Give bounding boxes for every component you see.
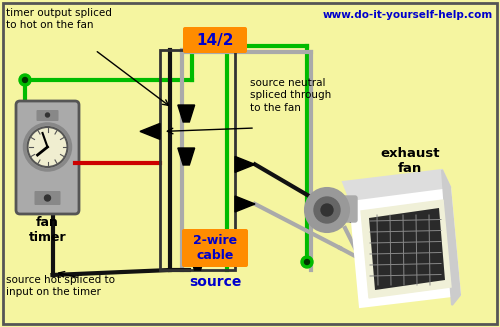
- Circle shape: [314, 197, 340, 223]
- Polygon shape: [235, 156, 255, 172]
- Polygon shape: [442, 170, 460, 305]
- Polygon shape: [361, 200, 451, 298]
- Circle shape: [44, 195, 51, 201]
- Text: source neutral
spliced through
to the fan: source neutral spliced through to the fa…: [250, 78, 331, 113]
- Polygon shape: [235, 196, 255, 212]
- Circle shape: [28, 127, 68, 167]
- Circle shape: [305, 188, 349, 232]
- FancyBboxPatch shape: [183, 27, 247, 53]
- Circle shape: [22, 77, 28, 82]
- Circle shape: [321, 204, 333, 216]
- FancyBboxPatch shape: [36, 110, 59, 121]
- Circle shape: [46, 113, 50, 117]
- Text: source: source: [189, 275, 241, 289]
- FancyBboxPatch shape: [182, 229, 248, 267]
- Polygon shape: [178, 105, 194, 122]
- Circle shape: [301, 256, 313, 268]
- Text: www.do-it-yourself-help.com: www.do-it-yourself-help.com: [323, 10, 493, 20]
- Text: timer output spliced
to hot on the fan: timer output spliced to hot on the fan: [6, 8, 112, 30]
- Circle shape: [304, 260, 310, 265]
- Text: 2-wire
cable: 2-wire cable: [193, 234, 237, 262]
- Text: source hot spliced to
input on the timer: source hot spliced to input on the timer: [6, 275, 115, 297]
- FancyBboxPatch shape: [331, 196, 357, 222]
- FancyBboxPatch shape: [16, 101, 79, 214]
- Polygon shape: [140, 123, 160, 139]
- Polygon shape: [350, 187, 460, 307]
- Polygon shape: [343, 170, 450, 200]
- FancyBboxPatch shape: [34, 191, 60, 205]
- Polygon shape: [189, 252, 206, 270]
- Text: fan
timer: fan timer: [28, 216, 66, 244]
- Circle shape: [19, 74, 31, 86]
- Text: 14/2: 14/2: [196, 32, 234, 47]
- Bar: [160, 50, 235, 270]
- Text: exhaust
fan: exhaust fan: [380, 147, 440, 175]
- Polygon shape: [178, 148, 194, 165]
- Polygon shape: [369, 208, 445, 290]
